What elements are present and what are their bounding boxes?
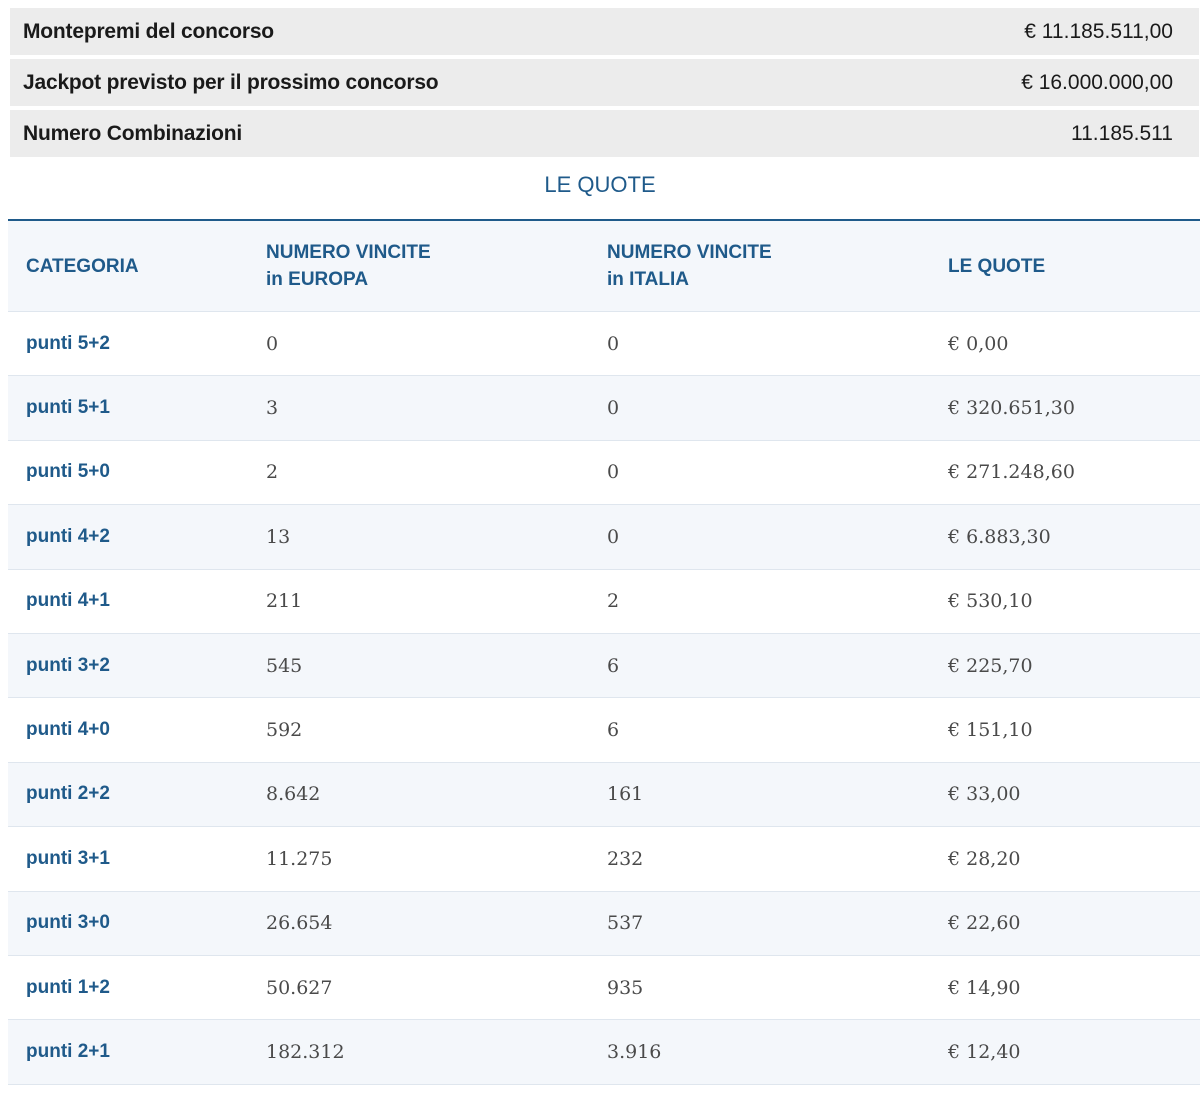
- table-row: punti 3+1 11.275 232 € 28,20: [8, 827, 1200, 892]
- row-vincite-europa: 182.312: [266, 1040, 345, 1063]
- row-quota: € 271.248,60: [948, 461, 1075, 484]
- row-quota: € 6.883,30: [948, 525, 1051, 548]
- table-row: punti 4+0 592 6 € 151,10: [8, 698, 1200, 763]
- row-quota: € 151,10: [948, 719, 1033, 742]
- row-quota: € 320.651,30: [948, 397, 1075, 420]
- row-quota: € 0,00: [948, 332, 1009, 355]
- row-vincite-italia: 161: [607, 783, 644, 806]
- row-vincite-europa: 50.627: [266, 976, 333, 999]
- row-categoria: punti 2+2: [26, 783, 110, 805]
- row-vincite-europa: 592: [266, 719, 303, 742]
- row-quota: € 14,90: [948, 976, 1021, 999]
- row-vincite-europa: 26.654: [266, 912, 333, 935]
- table-header: CATEGORIA NUMERO VINCITE in EUROPA NUMER…: [8, 221, 1200, 312]
- row-vincite-italia: 6: [607, 654, 620, 677]
- summary-label: Numero Combinazioni: [23, 121, 243, 145]
- row-vincite-italia: 6: [607, 719, 620, 742]
- row-quota: € 22,60: [948, 912, 1021, 935]
- summary-label: Montepremi del concorso: [23, 19, 274, 43]
- row-quota: € 28,20: [948, 847, 1021, 870]
- summary-label: Jackpot previsto per il prossimo concors…: [23, 70, 439, 94]
- row-vincite-europa: 0: [266, 332, 279, 355]
- row-vincite-italia: 0: [607, 525, 620, 548]
- row-categoria: punti 5+0: [26, 461, 110, 483]
- table-body: punti 5+2 0 0 € 0,00 punti 5+1 3 0 € 320.651,30…: [8, 312, 1200, 1085]
- table-row: punti 4+2 13 0 € 6.883,30: [8, 505, 1200, 570]
- row-categoria: punti 1+2: [26, 976, 110, 998]
- row-vincite-europa: 13: [266, 525, 291, 548]
- table-row: punti 3+2 545 6 € 225,70: [8, 633, 1200, 699]
- table-row: punti 2+1 182.312 3.916 € 12,40: [8, 1020, 1200, 1085]
- row-quota: € 33,00: [948, 783, 1021, 806]
- row-vincite-europa: 8.642: [266, 783, 321, 806]
- title-divider: [8, 219, 1200, 221]
- row-categoria: punti 5+1: [26, 397, 110, 419]
- header-italia: NUMERO VINCITE in ITALIA: [589, 239, 930, 293]
- row-vincite-italia: 0: [607, 397, 620, 420]
- header-europa-line2: in EUROPA: [266, 269, 369, 290]
- table-row: punti 1+2 50.627 935 € 14,90: [8, 956, 1200, 1021]
- row-quota: € 225,70: [948, 654, 1033, 677]
- row-vincite-italia: 0: [607, 461, 620, 484]
- row-vincite-italia: 3.916: [607, 1040, 662, 1063]
- section-title: LE QUOTE: [544, 172, 656, 197]
- row-vincite-italia: 2: [607, 590, 620, 613]
- quote-table: CATEGORIA NUMERO VINCITE in EUROPA NUMER…: [8, 221, 1200, 1085]
- table-row: punti 5+1 3 0 € 320.651,30: [8, 376, 1200, 441]
- header-italia-line2: in ITALIA: [607, 269, 689, 290]
- row-categoria: punti 4+2: [26, 525, 110, 547]
- summary-row-montepremi: Montepremi del concorso € 11.185.511,00: [10, 8, 1199, 55]
- row-quota: € 530,10: [948, 590, 1033, 613]
- row-categoria: punti 4+0: [26, 719, 110, 741]
- header-quote: LE QUOTE: [930, 253, 1200, 280]
- table-row: punti 4+1 211 2 € 530,10: [8, 570, 1200, 634]
- row-vincite-europa: 2: [266, 461, 279, 484]
- header-categoria-label: CATEGORIA: [26, 255, 139, 277]
- header-europa: NUMERO VINCITE in EUROPA: [248, 239, 589, 293]
- table-row: punti 5+2 0 0 € 0,00: [8, 312, 1200, 377]
- row-categoria: punti 3+0: [26, 912, 110, 934]
- row-categoria: punti 3+1: [26, 847, 110, 869]
- summary-row-jackpot: Jackpot previsto per il prossimo concors…: [10, 59, 1199, 106]
- row-categoria: punti 5+2: [26, 332, 110, 354]
- row-categoria: punti 2+1: [26, 1040, 110, 1062]
- table-row: punti 2+2 8.642 161 € 33,00: [8, 762, 1200, 828]
- row-vincite-europa: 211: [266, 590, 303, 613]
- row-categoria: punti 4+1: [26, 590, 110, 612]
- table-row: punti 3+0 26.654 537 € 22,60: [8, 891, 1200, 956]
- row-vincite-europa: 3: [266, 397, 279, 420]
- summary-value: 11.185.511: [1071, 121, 1173, 145]
- row-vincite-europa: 11.275: [266, 847, 333, 870]
- summary-value: € 16.000.000,00: [1021, 70, 1173, 94]
- row-vincite-italia: 0: [607, 332, 620, 355]
- table-row: punti 5+0 2 0 € 271.248,60: [8, 441, 1200, 506]
- summary-panel: Montepremi del concorso € 11.185.511,00 …: [10, 8, 1199, 161]
- row-vincite-italia: 537: [607, 912, 644, 935]
- summary-value: € 11.185.511,00: [1024, 19, 1173, 43]
- row-quota: € 12,40: [948, 1040, 1021, 1063]
- row-vincite-italia: 232: [607, 847, 644, 870]
- header-italia-line1: NUMERO VINCITE: [607, 242, 772, 263]
- row-vincite-italia: 935: [607, 976, 644, 999]
- row-vincite-europa: 545: [266, 654, 303, 677]
- summary-row-combinazioni: Numero Combinazioni 11.185.511: [10, 110, 1199, 157]
- row-categoria: punti 3+2: [26, 654, 110, 676]
- header-categoria: CATEGORIA: [8, 253, 248, 280]
- header-quote-label: LE QUOTE: [948, 255, 1046, 277]
- header-europa-line1: NUMERO VINCITE: [266, 242, 431, 263]
